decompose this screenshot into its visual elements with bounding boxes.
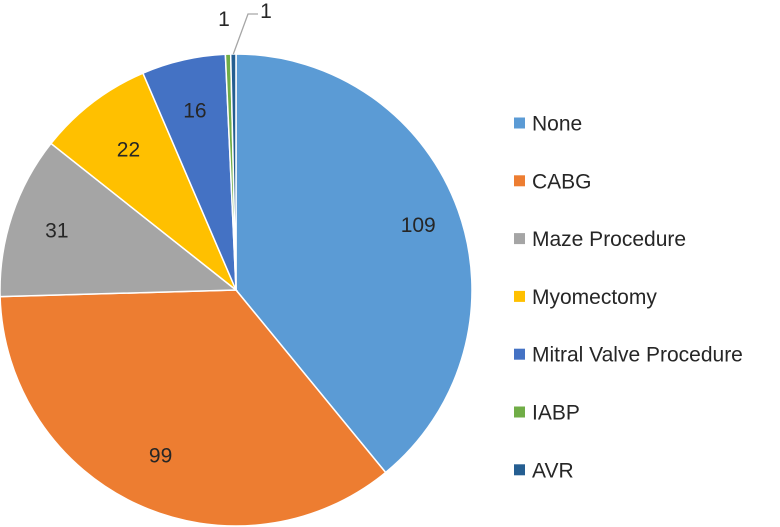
pie-slice-cabg [0, 289, 387, 527]
data-label-cabg: 99 [149, 444, 172, 467]
data-label-none: 109 [401, 214, 436, 237]
data-label-mitral-valve-procedure: 16 [183, 100, 206, 123]
pie-slice-none [235, 53, 473, 474]
data-label-maze-procedure: 31 [45, 219, 68, 242]
legend-label-cabg: CABG [532, 170, 592, 193]
legend-swatch-cabg [514, 175, 525, 187]
data-label-myomectomy: 22 [117, 138, 140, 161]
legend-swatch-iabp [514, 406, 525, 418]
pie-slice-maze-procedure [0, 142, 239, 298]
legend-swatch-avr [514, 464, 525, 476]
leader-line-avr [232, 13, 258, 55]
data-label-avr: 1 [260, 0, 272, 23]
data-labels: 109 99 31 22 16 1 1 [45, 0, 436, 467]
pie-slices [0, 53, 473, 527]
legend-swatch-mitral-valve-procedure [514, 348, 525, 360]
legend: None CABG Maze Procedure Myomectomy Mitral V… [514, 113, 743, 482]
legend-label-myomectomy: Myomectomy [532, 286, 657, 309]
legend-label-none: None [532, 113, 582, 136]
data-label-iabp: 1 [218, 8, 230, 31]
legend-label-iabp: IABP [532, 402, 580, 425]
legend-label-mitral-valve-procedure: Mitral Valve Procedure [532, 344, 743, 367]
pie-slice-myomectomy [49, 72, 237, 291]
legend-label-maze-procedure: Maze Procedure [532, 228, 686, 251]
legend-swatch-myomectomy [514, 290, 525, 302]
legend-swatch-none [514, 117, 525, 129]
legend-label-avr: AVR [532, 459, 574, 482]
legend-swatch-maze-procedure [514, 233, 525, 245]
